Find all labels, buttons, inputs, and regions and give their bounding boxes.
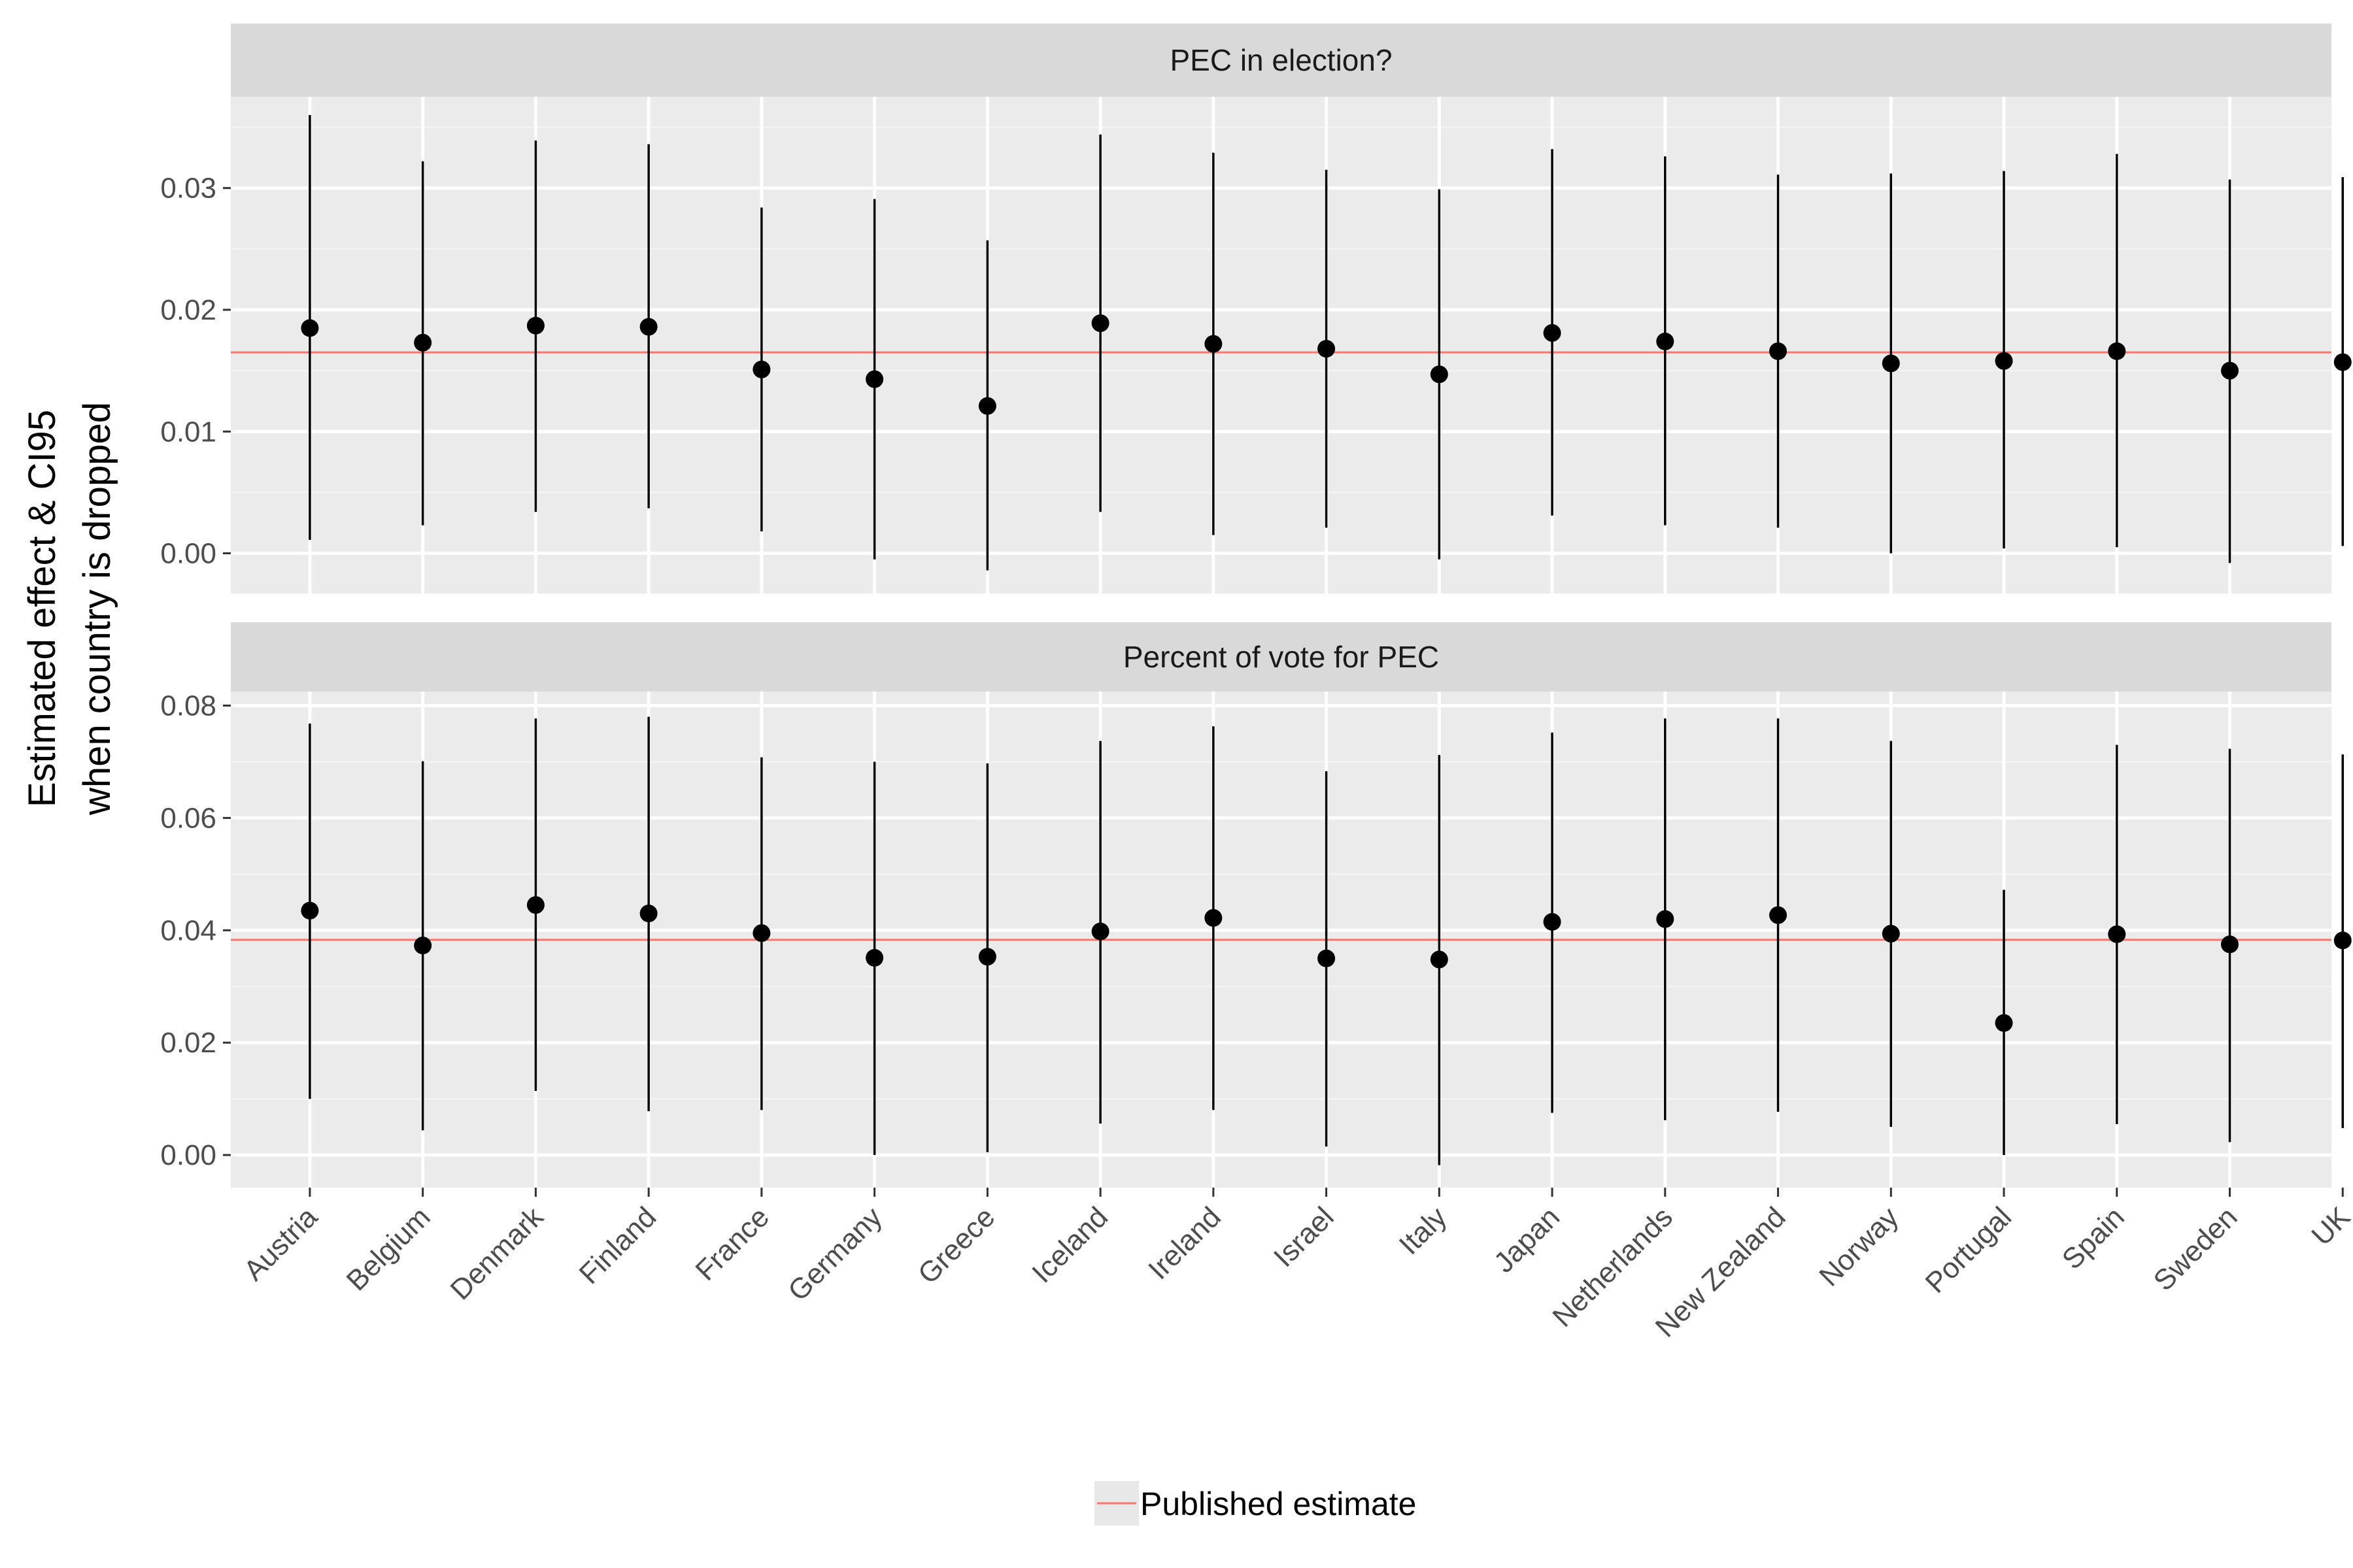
- estimate-point: [866, 370, 884, 388]
- estimate-point: [1769, 342, 1787, 360]
- facet-panel: PEC in election? 0.00 0.01 0.02 0.03: [160, 24, 2352, 593]
- facet-strip: [231, 622, 2331, 692]
- x-tick-label: Finland: [573, 1201, 663, 1290]
- estimate-point: [1995, 352, 2013, 370]
- estimate-point: [414, 333, 432, 352]
- facet-panels: PEC in election? 0.00 0.01 0.02 0.03 Percent …: [160, 24, 2352, 1188]
- estimate-point: [639, 905, 658, 923]
- x-axis: Austria Belgium Denmark Finland France German…: [238, 1188, 2353, 1343]
- facet-panel: Percent of vote for PEC 0.00 0.02 0.04 0.06 0…: [160, 622, 2352, 1188]
- facet-title: PEC in election?: [1170, 43, 1392, 77]
- x-tick-label: Spain: [2056, 1201, 2131, 1275]
- y-tick-label: 0.00: [160, 538, 216, 570]
- estimate-point: [1995, 1014, 2013, 1032]
- x-tick-label: Austria: [238, 1201, 324, 1287]
- x-tick-label: Germany: [782, 1201, 889, 1307]
- estimate-point: [1204, 335, 1223, 353]
- legend-label: Published estimate: [1140, 1486, 1416, 1522]
- y-tick-label: 0.06: [160, 802, 216, 834]
- estimate-point: [978, 948, 996, 966]
- facet-strip: [231, 24, 2331, 97]
- estimate-point: [639, 318, 658, 336]
- y-axis-title-line-2: when country is dropped: [76, 402, 118, 816]
- x-tick-label: Italy: [1393, 1201, 1453, 1261]
- estimate-point: [2221, 361, 2239, 380]
- estimate-point: [1543, 912, 1561, 931]
- facet-title: Percent of vote for PEC: [1123, 640, 1439, 674]
- estimate-point: [866, 948, 884, 967]
- estimate-point: [978, 397, 996, 415]
- estimate-point: [526, 316, 545, 335]
- estimate-point: [1317, 949, 1336, 967]
- estimate-point: [1091, 922, 1109, 941]
- y-tick-label: 0.04: [160, 914, 216, 946]
- estimate-point: [2333, 353, 2352, 371]
- estimate-point: [526, 896, 545, 914]
- panel-background: [231, 97, 2331, 593]
- estimate-point: [2108, 925, 2126, 943]
- y-tick-label: 0.02: [160, 1027, 216, 1059]
- estimate-point: [2108, 342, 2126, 360]
- x-tick-label: Sweden: [2148, 1201, 2244, 1297]
- estimate-point: [1317, 340, 1336, 358]
- x-tick-label: Belgium: [341, 1201, 437, 1297]
- estimate-point: [1430, 365, 1448, 384]
- estimate-point: [753, 360, 771, 378]
- y-axis-title-line-1: Estimated effect & CI95: [21, 410, 63, 807]
- estimate-point: [1543, 324, 1561, 342]
- estimate-point: [1430, 950, 1448, 969]
- estimate-point: [1769, 906, 1787, 924]
- estimate-point: [1882, 354, 1900, 373]
- estimate-point: [2333, 931, 2352, 950]
- x-tick-label: Israel: [1268, 1201, 1340, 1273]
- legend: Published estimate: [1094, 1481, 1416, 1526]
- x-tick-label: Portugal: [1920, 1201, 2018, 1299]
- estimate-point: [753, 924, 771, 942]
- estimate-point: [2221, 935, 2239, 954]
- x-tick-label: Greece: [912, 1201, 1002, 1290]
- y-tick-label: 0.02: [160, 294, 216, 326]
- x-tick-label: Denmark: [445, 1201, 550, 1307]
- estimate-point: [301, 319, 319, 337]
- estimate-point: [301, 901, 319, 920]
- x-tick-label: Japan: [1488, 1201, 1566, 1278]
- y-tick-label: 0.01: [160, 416, 216, 448]
- x-tick-label: Ireland: [1142, 1201, 1227, 1286]
- estimate-point: [1656, 910, 1674, 928]
- y-tick-label: 0.08: [160, 690, 216, 722]
- x-tick-label: Norway: [1813, 1201, 1904, 1292]
- estimate-point: [1882, 924, 1900, 942]
- x-tick-label: UK: [2305, 1201, 2353, 1252]
- y-tick-label: 0.00: [160, 1139, 216, 1171]
- x-tick-label: France: [689, 1201, 775, 1286]
- estimate-point: [414, 937, 432, 955]
- x-tick-label: Iceland: [1026, 1201, 1114, 1289]
- estimate-point: [1204, 909, 1223, 927]
- estimate-point: [1656, 332, 1674, 350]
- y-tick-label: 0.03: [160, 173, 216, 205]
- estimate-point: [1091, 314, 1109, 332]
